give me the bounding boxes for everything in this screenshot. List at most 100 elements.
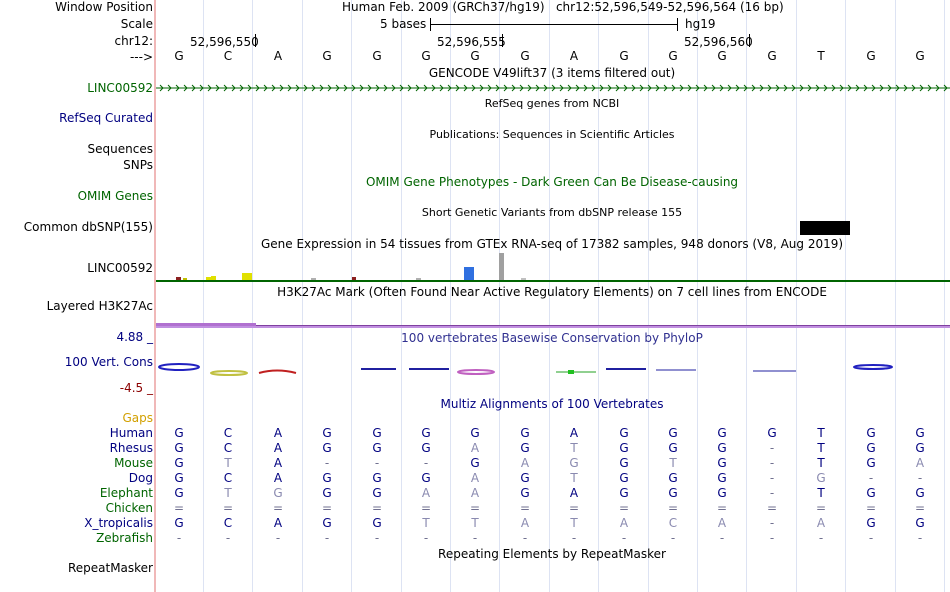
publications-label-line1[interactable]: Sequences	[87, 142, 153, 156]
alignment-base: G	[668, 486, 678, 500]
gtex-track-label[interactable]: LINC00592	[87, 261, 153, 275]
alignment-base: G	[322, 441, 332, 455]
alignment-base: -	[374, 456, 380, 470]
sequence-base: G	[520, 49, 530, 63]
species-label-x_tropicalis[interactable]: X_tropicalis	[84, 516, 153, 530]
alignment-base: A	[273, 456, 283, 470]
gtex-title: Gene Expression in 54 tissues from GTEx …	[260, 237, 844, 251]
sequence-base: G	[866, 49, 876, 63]
sequence-base: G	[174, 49, 184, 63]
repeatmasker-track-label[interactable]: RepeatMasker	[67, 561, 153, 575]
alignment-base: G	[816, 471, 826, 485]
alignment-base: -	[621, 531, 627, 545]
sequence-base: G	[717, 49, 727, 63]
alignment-base: G	[915, 441, 925, 455]
gaps-label[interactable]: Gaps	[122, 411, 153, 425]
grid-line	[598, 0, 599, 592]
species-label-rhesus[interactable]: Rhesus	[109, 441, 153, 455]
alignment-base: -	[374, 531, 380, 545]
phylop-track-label[interactable]: 100 Vert. Cons	[64, 355, 153, 369]
alignment-base: G	[915, 486, 925, 500]
alignment-base: T	[669, 456, 677, 470]
alignment-base: G	[717, 486, 727, 500]
alignment-base: G	[174, 441, 184, 455]
publications-title: Publications: Sequences in Scientific Ar…	[429, 128, 675, 141]
alignment-base: A	[569, 486, 579, 500]
alignment-base: C	[223, 471, 233, 485]
species-label-human[interactable]: Human	[109, 426, 153, 440]
alignment-base: T	[817, 441, 825, 455]
alignment-base: -	[472, 531, 478, 545]
alignment-base: G	[668, 426, 678, 440]
alignment-base: T	[471, 516, 479, 530]
gtex-bar	[311, 278, 316, 280]
alignment-base: G	[273, 486, 283, 500]
h3k27ac-track-label[interactable]: Layered H3K27Ac	[46, 299, 153, 313]
alignment-base: G	[372, 426, 382, 440]
alignment-base: G	[569, 456, 579, 470]
grid-line	[450, 0, 451, 592]
dbsnp-track-label[interactable]: Common dbSNP(155)	[23, 220, 153, 234]
phylop-logo[interactable]	[156, 360, 950, 380]
alignment-base: G	[372, 471, 382, 485]
alignment-base: G	[866, 456, 876, 470]
species-label-elephant[interactable]: Elephant	[99, 486, 153, 500]
alignment-base: -	[176, 531, 182, 545]
alignment-base: A	[273, 516, 283, 530]
alignment-base: -	[868, 471, 874, 485]
alignment-base: G	[372, 516, 382, 530]
alignment-base: -	[423, 531, 429, 545]
position-tick-1	[255, 34, 256, 47]
alignment-base: G	[717, 441, 727, 455]
alignment-base: G	[717, 426, 727, 440]
alignment-base: C	[223, 441, 233, 455]
alignment-base: G	[866, 486, 876, 500]
alignment-base: =	[321, 501, 333, 515]
chrom-label: chr12:	[114, 34, 153, 48]
dbsnp-variant-feature[interactable]	[800, 221, 850, 235]
gtex-expression-plot[interactable]	[156, 250, 950, 284]
publications-label-line2[interactable]: SNPs	[123, 158, 153, 172]
species-label-chicken[interactable]: Chicken	[105, 501, 153, 515]
gencode-title: GENCODE V49lift37 (3 items filtered out)	[428, 66, 676, 80]
alignment-base: A	[421, 486, 431, 500]
alignment-base: G	[520, 441, 530, 455]
alignment-base: G	[174, 471, 184, 485]
alignment-base: A	[520, 516, 530, 530]
sequence-base: G	[421, 49, 431, 63]
species-label-dog[interactable]: Dog	[128, 471, 153, 485]
alignment-base: =	[568, 501, 580, 515]
alignment-base: G	[421, 426, 431, 440]
grid-line	[252, 0, 253, 592]
species-label-mouse[interactable]: Mouse	[114, 456, 153, 470]
alignment-base: A	[470, 471, 480, 485]
scale-bar-left-tick	[430, 18, 431, 31]
alignment-base: =	[371, 501, 383, 515]
refseq-track-label[interactable]: RefSeq Curated	[59, 111, 153, 125]
sequence-base: G	[372, 49, 382, 63]
gencode-gene-feature[interactable]	[156, 82, 950, 94]
gencode-track-label[interactable]: LINC00592	[87, 81, 153, 95]
alignment-base: T	[224, 486, 232, 500]
alignment-base: G	[619, 441, 629, 455]
alignment-base: G	[866, 426, 876, 440]
gtex-bar	[242, 273, 247, 280]
alignment-base: G	[866, 516, 876, 530]
omim-track-label[interactable]: OMIM Genes	[77, 189, 153, 203]
alignment-base: -	[769, 516, 775, 530]
grid-line	[697, 0, 698, 592]
alignment-base: -	[917, 531, 923, 545]
h3k27ac-signal[interactable]	[156, 321, 950, 329]
gtex-bar	[352, 277, 356, 280]
species-label-zebrafish[interactable]: Zebrafish	[96, 531, 153, 545]
alignment-base: G	[174, 516, 184, 530]
alignment-base: -	[225, 531, 231, 545]
alignment-base: G	[322, 426, 332, 440]
alignment-base: -	[670, 531, 676, 545]
alignment-base: A	[273, 426, 283, 440]
alignment-base: C	[223, 516, 233, 530]
alignment-base: -	[769, 531, 775, 545]
alignment-base: -	[868, 531, 874, 545]
alignment-base: -	[275, 531, 281, 545]
